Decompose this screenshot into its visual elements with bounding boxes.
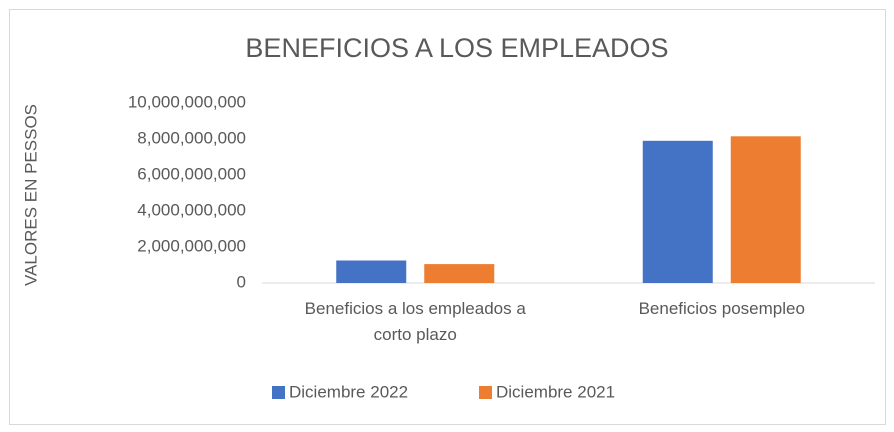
legend-swatch: [479, 386, 492, 399]
y-axis-label: VALORES EN PESSOS: [21, 104, 40, 286]
y-tick-label: 4,000,000,000: [137, 200, 246, 219]
legend-label: Diciembre 2021: [496, 382, 615, 401]
bar: [336, 260, 407, 283]
legend-swatch: [272, 386, 285, 399]
y-tick-label: 6,000,000,000: [137, 164, 246, 183]
x-tick-label: Beneficios a los empleados a corto plazo: [304, 299, 526, 344]
y-tick-label: 8,000,000,000: [137, 128, 246, 147]
y-tick-label: 0: [237, 272, 246, 291]
y-tick-label: 2,000,000,000: [137, 236, 246, 255]
bar: [730, 136, 801, 283]
legend-label: Diciembre 2022: [289, 382, 408, 401]
bar: [642, 140, 713, 283]
chart-title: BENEFICIOS A LOS EMPLEADOS: [245, 33, 668, 63]
y-tick-label: 10,000,000,000: [128, 92, 246, 111]
x-tick-label: Beneficios posempleo: [638, 299, 805, 318]
bar: [424, 264, 495, 283]
